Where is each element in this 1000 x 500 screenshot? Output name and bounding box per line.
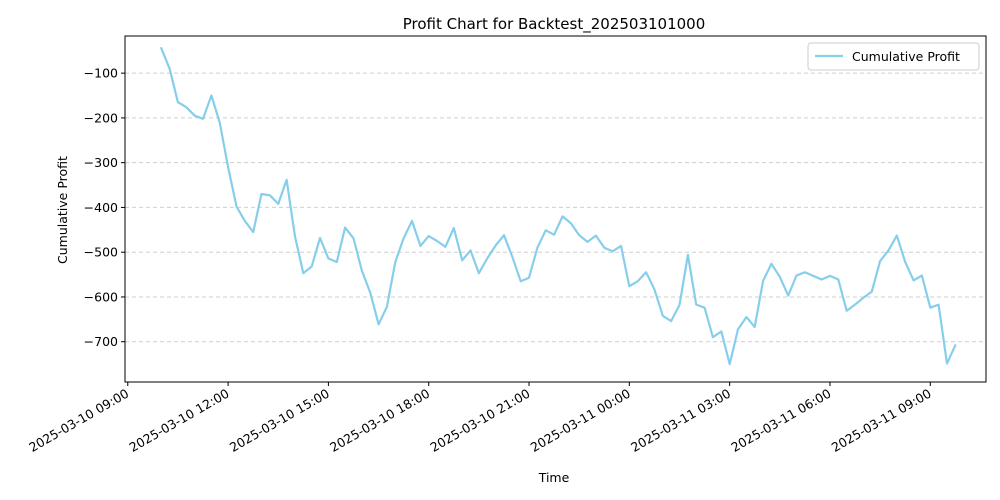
x-tick-label: 2025-03-10 12:00 — [127, 386, 232, 455]
series-layer — [160, 47, 957, 366]
cumulative-profit-line — [160, 47, 957, 366]
x-tick-label: 2025-03-11 09:00 — [829, 386, 934, 455]
y-axis: −700 −600 −500 −400 −300 −200 −100 — [84, 66, 125, 349]
legend: Cumulative Profit — [807, 42, 980, 71]
x-axis-title: Time — [538, 470, 570, 485]
legend-label: Cumulative Profit — [852, 49, 960, 64]
y-axis-title: Cumulative Profit — [55, 156, 70, 264]
y-tick-label: −300 — [84, 155, 118, 170]
x-tick-label: 2025-03-10 18:00 — [327, 386, 432, 455]
y-tick-label: −600 — [84, 289, 118, 304]
y-tick-label: −500 — [84, 245, 118, 260]
x-tick-label: 2025-03-10 21:00 — [427, 386, 532, 455]
y-tick-label: −200 — [84, 110, 118, 125]
legend-box — [807, 42, 980, 71]
x-tick-label: 2025-03-10 09:00 — [26, 386, 131, 455]
y-tick-label: −100 — [84, 66, 118, 81]
y-tick-label: −700 — [84, 334, 118, 349]
x-tick-label: 2025-03-10 15:00 — [227, 386, 332, 455]
chart-title: Profit Chart for Backtest_202503101000 — [403, 15, 706, 34]
x-tick-label: 2025-03-11 03:00 — [628, 386, 733, 455]
grid-lines — [125, 72, 986, 343]
y-tick-label: −400 — [84, 200, 118, 215]
x-tick-label: 2025-03-11 06:00 — [728, 386, 833, 455]
plot-frame — [124, 35, 987, 383]
x-tick-label: 2025-03-11 00:00 — [528, 386, 633, 455]
